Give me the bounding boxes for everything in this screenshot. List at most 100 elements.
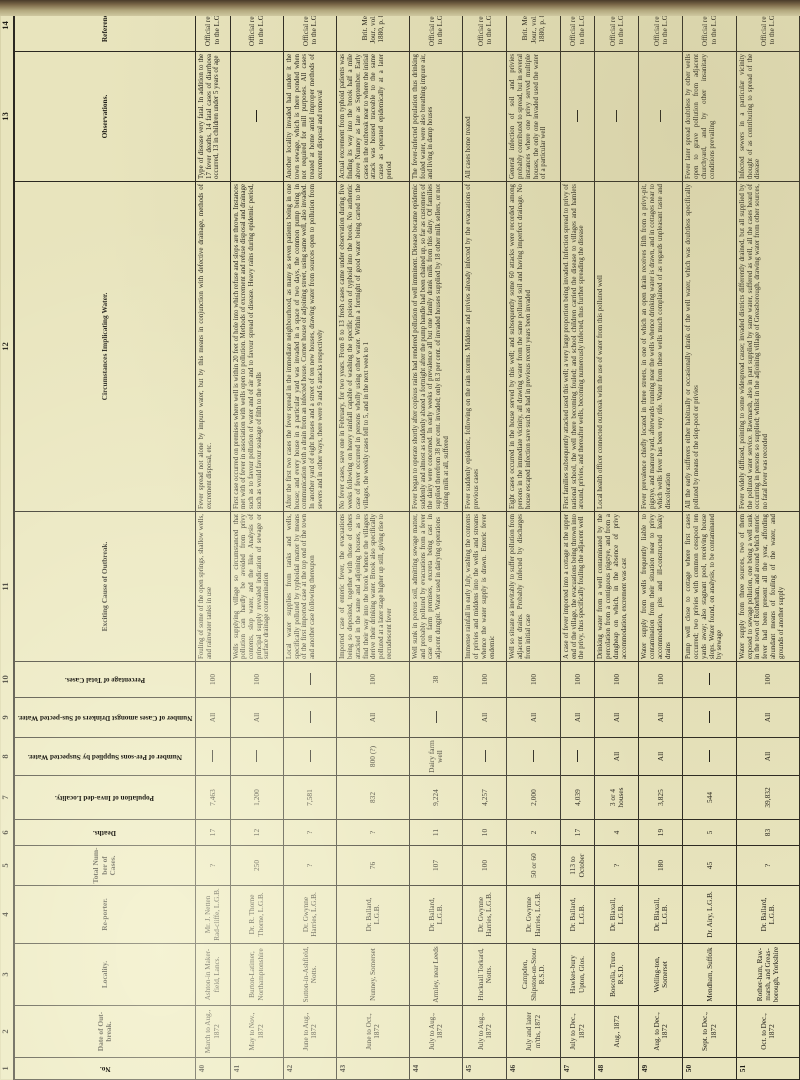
cell-outbreak-date: June to Aug., 1872 bbox=[283, 1005, 337, 1058]
cell-total-cases: 76 bbox=[336, 845, 410, 886]
header-locality: Locality. bbox=[13, 943, 196, 1006]
cell-persons-supplied bbox=[506, 737, 561, 776]
cell-total-cases: ? bbox=[195, 845, 231, 886]
cell-observations: Actual excrement from typhoid patients w… bbox=[336, 51, 410, 182]
cell-cases-amongst-drinkers bbox=[283, 697, 337, 738]
cell-invaded-population: 1,200 bbox=[230, 775, 284, 820]
cell-outbreak-date: Sept. to Dec., 1872 bbox=[682, 1005, 737, 1058]
cell-outbreak-date: July to Aug., 1872 bbox=[462, 1005, 507, 1058]
cell-percentage-of-total-cases: 100 bbox=[336, 661, 410, 698]
colnum-9: 9 bbox=[0, 697, 14, 738]
cell-deaths: 17 bbox=[195, 819, 231, 846]
cell-total-cases: 113 to October bbox=[560, 845, 595, 886]
header-reporter: Re-porter. bbox=[13, 885, 196, 944]
cell-invaded-population: 39,832 bbox=[736, 775, 800, 820]
cell-exciting-cause: Wells supplying village so circumstanced… bbox=[230, 511, 284, 662]
cell-circumstances-implicating-water: After the first two cases the fever spre… bbox=[283, 181, 337, 512]
cell-total-cases: ? bbox=[594, 845, 639, 886]
header-population: Population of Inva-ded Locality. bbox=[13, 775, 196, 820]
cell-deaths: ? bbox=[283, 819, 337, 846]
cell-observations bbox=[560, 51, 595, 182]
cell-reporter: Dr. Ballard, L.G.B. bbox=[560, 885, 595, 944]
cell-exciting-cause: Local water supplies from tanks and well… bbox=[283, 511, 337, 662]
cell-outbreak-date: Aug., 1872 bbox=[594, 1005, 639, 1058]
cell-reporter: Dr. Blaxall, L.G.B. bbox=[594, 885, 639, 944]
cell-observations: Fever later spread doubtless by other we… bbox=[682, 51, 737, 182]
cell-observations bbox=[230, 51, 284, 182]
cell-cases-amongst-drinkers: All bbox=[594, 697, 639, 738]
cell-outbreak-date: July to Dec., 1872 bbox=[560, 1005, 595, 1058]
cell-exciting-cause: Water supply from three sources, two of … bbox=[736, 511, 800, 662]
cell-percentage-of-total-cases: 100 bbox=[230, 661, 284, 698]
cell-outbreak-date: May to Nov., 1872 bbox=[230, 1005, 284, 1058]
book-binding-edge bbox=[0, 0, 800, 16]
table-row: 48 Aug., 1872 Boscolla, Truro R.S.D. Dr. Bl… bbox=[594, 0, 639, 1080]
cell-reporter: Dr. Gwynne Harries, L.G.B. bbox=[506, 885, 561, 944]
cell-deaths: 5 bbox=[682, 819, 737, 846]
cell-observations bbox=[638, 51, 683, 182]
table-row: 46 July and later m'ths, 1872 Campden, Shi… bbox=[506, 0, 561, 1080]
cell-reporter: Dr. Ballard, L.G.B. bbox=[409, 885, 463, 944]
header-deaths-label: Deaths. bbox=[93, 829, 117, 838]
cell-persons-supplied: All bbox=[638, 737, 683, 776]
cell-observations: Type of disease very fatal. In addition … bbox=[195, 51, 231, 182]
table-body: 40 March to Aug., 1872 Ashton-in Maker-fie… bbox=[195, 0, 800, 1080]
header-observations: Observations. bbox=[13, 51, 196, 182]
cell-locality: Boscolla, Truro R.S.D. bbox=[594, 943, 639, 1006]
table-row: 44 July to Aug., 1872 Armley, near Leeds Dr… bbox=[409, 0, 463, 1080]
table-row: 41 May to Nov., 1872 Burton-Latimer, North… bbox=[230, 0, 284, 1080]
cell-deaths: 83 bbox=[736, 819, 800, 846]
cell-total-cases: ? bbox=[283, 845, 337, 886]
cell-exciting-cause: Water supply from wells frequently liabl… bbox=[638, 511, 683, 662]
cell-invaded-population: 4,039 bbox=[560, 775, 595, 820]
empty-dash-mark bbox=[709, 711, 711, 724]
cell-reporter: Dr. Airy, L.G.B. bbox=[682, 885, 737, 944]
cell-observations: All cases home treated bbox=[462, 51, 507, 182]
cell-total-cases: 180 bbox=[638, 845, 683, 886]
cell-cases-amongst-drinkers: All bbox=[336, 697, 410, 738]
cell-locality: Rother-ham, Raw-marsh, and Greas-borough… bbox=[736, 943, 800, 1006]
cell-row-number: 51 bbox=[736, 1057, 800, 1080]
empty-dash-mark bbox=[660, 110, 662, 123]
empty-dash-mark bbox=[255, 110, 257, 123]
cell-exciting-cause: Well sunk in porous soil, admitting sewa… bbox=[409, 511, 463, 662]
colnum-11: 11 bbox=[0, 511, 14, 662]
cell-persons-supplied bbox=[195, 737, 231, 776]
table-head: 1 2 3 4 5 6 7 8 9 10 11 12 13 14 No. Dat… bbox=[0, 0, 196, 1080]
cell-exciting-cause: Pump well close to cottage where first c… bbox=[682, 511, 737, 662]
cell-cases-amongst-drinkers: All bbox=[462, 697, 507, 738]
cell-cases-amongst-drinkers bbox=[682, 697, 737, 738]
colnum-8: 8 bbox=[0, 737, 14, 776]
cell-locality: Sutton-in-Ashfield, Notts. bbox=[283, 943, 337, 1006]
cell-invaded-population: 9,224 bbox=[409, 775, 463, 820]
table-row: 47 July to Dec., 1872 Hawkes-bury Upton, G… bbox=[560, 0, 595, 1080]
colnum-7: 7 bbox=[0, 775, 14, 820]
cell-exciting-cause: A case of fever imported into a cottage … bbox=[560, 511, 595, 662]
cell-circumstances-implicating-water: First case occurred on premises where we… bbox=[230, 181, 284, 512]
cell-percentage-of-total-cases: 100 bbox=[506, 661, 561, 698]
cell-row-number: 40 bbox=[195, 1057, 231, 1080]
cell-cases-amongst-drinkers: All bbox=[506, 697, 561, 738]
colnum-1: 1 bbox=[0, 1057, 14, 1080]
cell-circumstances-implicating-water: Fever began to operate shortly after cop… bbox=[409, 181, 463, 512]
empty-dash-mark bbox=[309, 750, 311, 763]
column-number-row: 1 2 3 4 5 6 7 8 9 10 11 12 13 14 bbox=[0, 0, 14, 1080]
cell-deaths: 11 bbox=[409, 819, 463, 846]
colnum-5: 5 bbox=[0, 845, 14, 886]
header-population-label: Population of Inva-ded Locality. bbox=[55, 794, 155, 803]
cell-locality: Armley, near Leeds bbox=[409, 943, 463, 1006]
colnum-13: 13 bbox=[0, 51, 14, 182]
table-row: 50 Sept. to Dec., 1872 Mendham, Suffolk Dr.… bbox=[682, 0, 737, 1080]
empty-dash-mark bbox=[577, 750, 579, 763]
cell-reporter: Dr. Ballard, L.G.B. bbox=[736, 885, 800, 944]
cell-cases-amongst-drinkers: All bbox=[230, 697, 284, 738]
cell-percentage-of-total-cases: 100 bbox=[594, 661, 639, 698]
cell-row-number: 44 bbox=[409, 1057, 463, 1080]
header-percentage: Percentage of Total Cases. bbox=[13, 661, 196, 698]
table-row: 40 March to Aug., 1872 Ashton-in Maker-fie… bbox=[195, 0, 231, 1080]
header-no: No. bbox=[13, 1057, 196, 1080]
cell-row-number: 43 bbox=[336, 1057, 410, 1080]
table-row: 49 Aug. to Dec., 1872 Welling-ton, Somerse… bbox=[638, 0, 683, 1080]
cell-observations bbox=[594, 51, 639, 182]
